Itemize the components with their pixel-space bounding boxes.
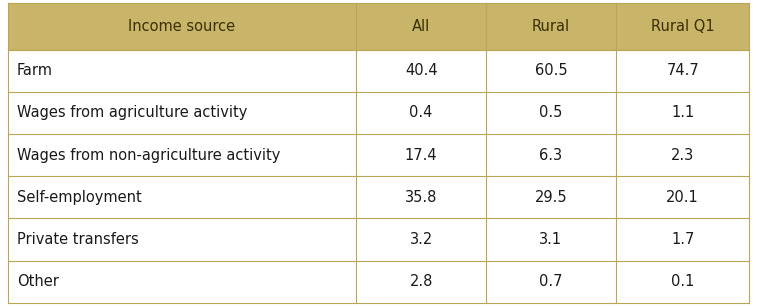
Bar [8, 134, 357, 176]
Bar [357, 50, 486, 92]
Text: 35.8: 35.8 [405, 190, 438, 205]
Bar [8, 3, 357, 50]
Bar [8, 92, 357, 134]
Text: 2.3: 2.3 [671, 147, 694, 162]
Bar [486, 3, 616, 50]
Text: Income source: Income source [129, 19, 235, 34]
Bar [357, 261, 486, 303]
Text: 0.5: 0.5 [539, 105, 562, 120]
Bar [486, 134, 616, 176]
Bar [616, 92, 749, 134]
Text: 40.4: 40.4 [405, 63, 438, 78]
Bar [357, 3, 486, 50]
Text: Self-employment: Self-employment [17, 190, 142, 205]
Bar [8, 218, 357, 261]
Text: 60.5: 60.5 [534, 63, 567, 78]
Bar [486, 50, 616, 92]
Text: 1.1: 1.1 [671, 105, 694, 120]
Text: Rural Q1: Rural Q1 [651, 19, 715, 34]
Bar [8, 50, 357, 92]
Bar [486, 92, 616, 134]
Bar [357, 134, 486, 176]
Text: Wages from agriculture activity: Wages from agriculture activity [17, 105, 247, 120]
Text: 1.7: 1.7 [671, 232, 694, 247]
Bar [8, 261, 357, 303]
Bar [357, 92, 486, 134]
Bar [486, 218, 616, 261]
Bar [616, 3, 749, 50]
Bar [8, 176, 357, 218]
Text: 20.1: 20.1 [666, 190, 699, 205]
Text: 2.8: 2.8 [410, 274, 433, 289]
Text: Private transfers: Private transfers [17, 232, 139, 247]
Bar [486, 261, 616, 303]
Text: 74.7: 74.7 [666, 63, 699, 78]
Bar [616, 218, 749, 261]
Text: 6.3: 6.3 [540, 147, 562, 162]
Text: 0.1: 0.1 [671, 274, 694, 289]
Text: 17.4: 17.4 [405, 147, 438, 162]
Text: All: All [412, 19, 430, 34]
Bar [616, 134, 749, 176]
Text: Wages from non-agriculture activity: Wages from non-agriculture activity [17, 147, 280, 162]
Bar [357, 176, 486, 218]
Bar [616, 176, 749, 218]
Text: Rural: Rural [532, 19, 570, 34]
Text: Other: Other [17, 274, 58, 289]
Text: Farm: Farm [17, 63, 53, 78]
Bar [486, 176, 616, 218]
Text: 0.4: 0.4 [410, 105, 433, 120]
Bar [616, 50, 749, 92]
Text: 29.5: 29.5 [534, 190, 567, 205]
Text: 3.2: 3.2 [410, 232, 433, 247]
Text: 0.7: 0.7 [539, 274, 562, 289]
Bar [357, 218, 486, 261]
Text: 3.1: 3.1 [540, 232, 562, 247]
Bar [616, 261, 749, 303]
